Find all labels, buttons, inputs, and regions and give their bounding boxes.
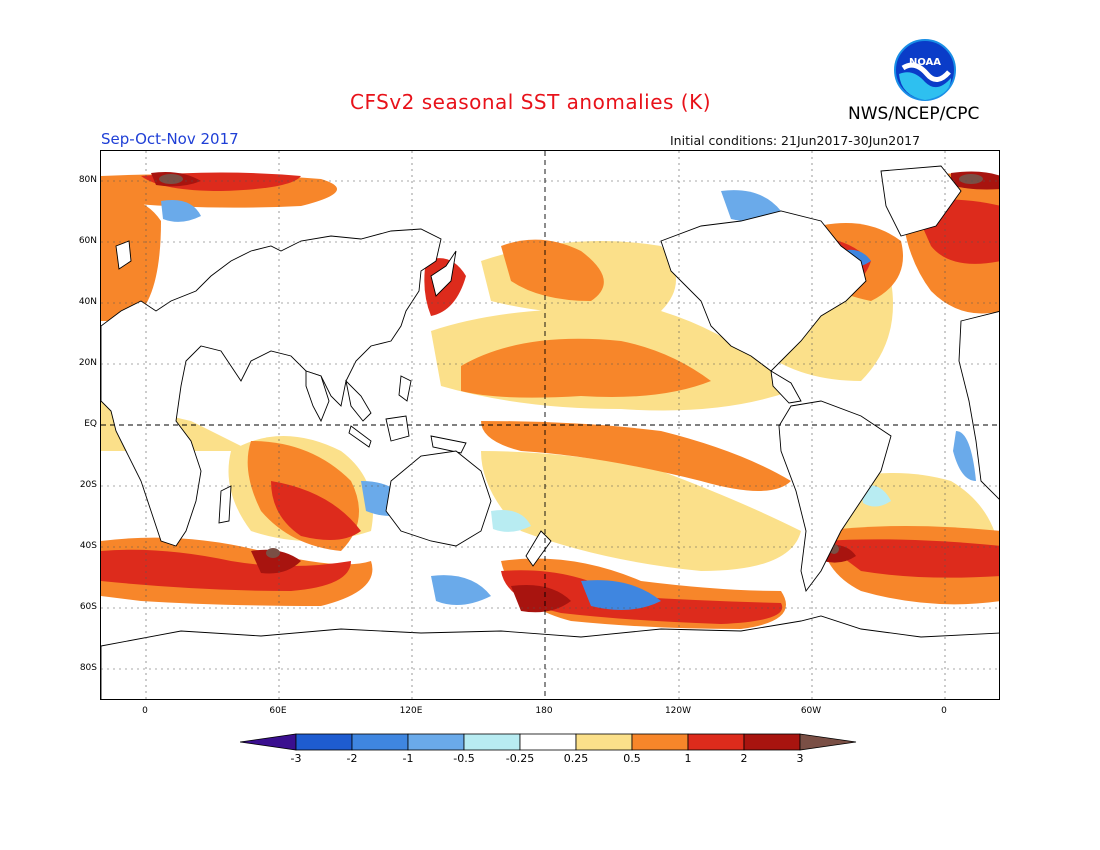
initial-conditions-label: Initial conditions: 21Jun2017-30Jun2017 [670,133,921,148]
anomaly-darkred-southern-pacific [511,585,571,613]
land-uk [115,240,132,270]
noaa-logo: NOAA [894,39,956,101]
anomaly-red-south-atlantic [821,539,999,578]
lat-label-60n: 60N [78,236,97,246]
land-south-america [778,400,892,593]
colorbar-segment-1 [295,733,353,751]
anomaly-blue-southern-pacific-2 [431,575,491,605]
land-africa-east-edge [958,311,999,500]
land-madagascar [218,485,232,524]
anomaly-orange-equatorial-pacific [481,421,791,491]
colorbar-segment-5 [519,733,577,751]
lon-label-0-west: 0 [142,706,148,716]
land-borneo [385,415,410,442]
lat-label-20n: 20N [78,358,97,368]
lon-label-120e: 120E [399,706,423,716]
lat-label-40s: 40S [79,541,97,551]
anomaly-fields [101,171,999,629]
colorbar-segment-0 [240,733,297,751]
lat-label-eq: EQ [84,419,97,429]
season-label: Sep-Oct-Nov 2017 [101,130,239,148]
colorbar-segment-8 [687,733,745,751]
logo-text: NOAA [909,57,941,68]
organization-label: NWS/NCEP/CPC [848,104,980,124]
colorbar-segment-2 [351,733,409,751]
land-indochina [345,379,372,422]
map-title: CFSv2 seasonal SST anomalies (K) [350,90,711,114]
land-new-guinea [430,435,467,454]
lat-label-40n: 40N [78,297,97,307]
map-canvas [101,151,999,699]
lat-label-60s: 60S [79,602,97,612]
colorbar-segment-4 [463,733,521,751]
anomaly-warm-south-pacific [481,451,801,571]
land-japan [430,250,457,297]
colorbar-segment-6 [575,733,633,751]
anomaly-red-southern-ocean-west [101,549,351,591]
anomaly-blue-southern-pacific [581,580,661,610]
colorbar-label: 2 [740,752,748,765]
land-central-america [770,370,802,404]
colorbar-label: -2 [346,752,358,765]
anomaly-lightblue-pacific [491,510,531,532]
land-masses [101,165,999,699]
colorbar-label: -0.25 [505,752,535,765]
anomaly-blue-hudson [721,190,781,222]
colorbar-segment-9 [743,733,801,751]
lat-label-80n: 80N [78,175,97,185]
land-india [305,370,330,423]
anomaly-red-southern-pacific [501,570,783,624]
colorbar-label: -0.5 [453,752,475,765]
gridlines [101,151,999,699]
anomaly-brown-indian [266,548,280,558]
anomaly-darkred-southern-indian [251,549,301,574]
land-sumatra [348,425,372,448]
anomaly-brown-arctic-east [959,174,983,184]
anomaly-blue-baltic [161,200,201,222]
land-australia [385,450,492,547]
colorbar [240,733,857,751]
land-north-america [660,210,867,372]
anomaly-brown-arctic [159,174,183,184]
colorbar-segment-3 [407,733,465,751]
lat-label-80s: 80S [79,663,97,673]
anomaly-red-indian [271,481,361,540]
lon-label-60e: 60E [269,706,287,716]
land-philippines [398,375,412,402]
colorbar-segment-10 [799,733,857,751]
colorbar-label: 0.25 [563,752,589,765]
lon-label-180: 180 [535,706,553,716]
equator-dateline [101,151,999,699]
colorbar-segment-7 [631,733,689,751]
colorbar-label: -3 [290,752,302,765]
land-eurasia-africa [101,228,442,547]
colorbar-label: 0.5 [623,752,641,765]
colorbar-label: 1 [684,752,692,765]
land-greenland [880,165,962,237]
land-antarctica [101,615,999,699]
lat-label-20s: 20S [79,480,97,490]
sst-anomaly-map [100,150,1000,700]
colorbar-label: -1 [402,752,414,765]
lon-label-60w: 60W [800,706,822,716]
anomaly-blue-s-atlantic-coast [953,431,976,481]
lon-label-0-east: 0 [941,706,947,716]
anomaly-orange-central-pacific [461,338,711,398]
colorbar-label: 3 [796,752,804,765]
anomaly-orange-north-pacific [501,239,604,301]
lon-label-120w: 120W [664,706,692,716]
